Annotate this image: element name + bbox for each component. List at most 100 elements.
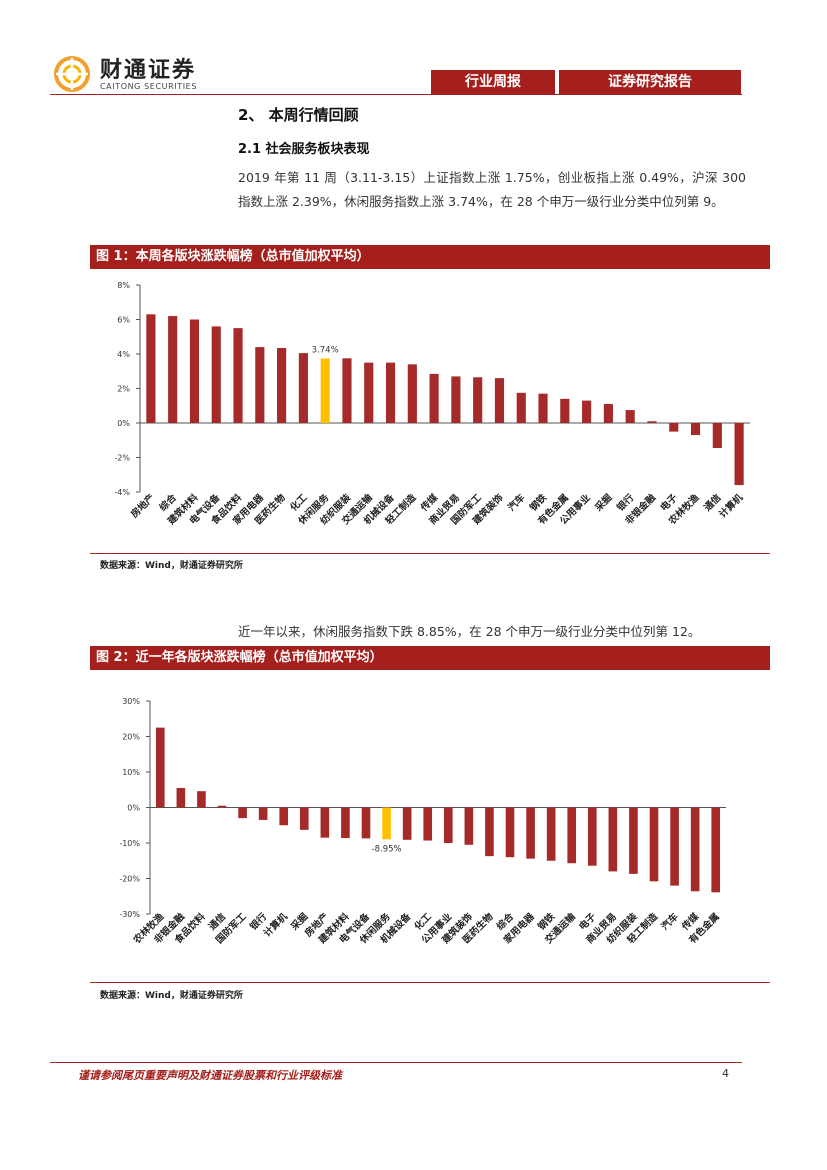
y-tick-label: 0% xyxy=(117,419,130,428)
bar xyxy=(526,807,535,859)
footer-disclaimer: 谨请参阅尾页重要声明及财通证券股票和行业评级标准 xyxy=(78,1069,342,1082)
figure1-title: 图 1：本周各版块涨跌幅榜（总市值加权平均） xyxy=(90,245,770,269)
y-tick-label: 20% xyxy=(122,733,140,742)
bar xyxy=(217,805,227,808)
bar xyxy=(320,358,330,423)
bar xyxy=(608,807,618,872)
x-tick-label: 汽车 xyxy=(505,491,527,513)
x-tick-label: 采掘 xyxy=(592,491,615,514)
y-tick-label: -4% xyxy=(114,488,130,497)
section-heading: 2、 本周行情回顾 xyxy=(238,106,359,124)
bar xyxy=(155,727,165,808)
y-tick-label: -2% xyxy=(114,454,130,463)
bar xyxy=(189,319,200,423)
x-tick-label: 计算机 xyxy=(261,910,290,939)
bar xyxy=(603,404,613,423)
bar xyxy=(711,807,721,893)
bar xyxy=(320,807,330,838)
bar xyxy=(625,410,635,423)
x-tick-label: 汽车 xyxy=(659,910,681,932)
y-tick-label: 2% xyxy=(117,385,130,394)
bar xyxy=(669,423,679,432)
bar xyxy=(647,421,657,423)
bar xyxy=(423,807,433,841)
bar xyxy=(364,362,374,423)
bar xyxy=(197,791,206,808)
y-tick-label: 8% xyxy=(117,281,130,290)
bar xyxy=(298,353,308,423)
bar xyxy=(258,807,268,820)
bar xyxy=(582,400,592,423)
y-tick-label: -20% xyxy=(119,875,140,884)
bar xyxy=(516,392,526,423)
bar xyxy=(505,807,515,858)
bar xyxy=(560,398,570,423)
bar xyxy=(712,423,722,449)
bar xyxy=(494,378,505,423)
bar xyxy=(649,807,659,882)
subsection-heading: 2.1 社会服务板块表现 xyxy=(238,142,370,157)
bar xyxy=(176,787,186,808)
y-tick-label: 10% xyxy=(122,768,140,777)
logo-english-name: CAITONG SECURITIES xyxy=(100,81,197,91)
caitong-logo-icon xyxy=(54,56,90,92)
bar xyxy=(233,328,243,423)
figure2-chart: -30%-20%-10%0%10%20%30%-8.95%农林牧渔非银金融食品饮… xyxy=(119,697,726,947)
y-tick-label: 4% xyxy=(117,350,130,359)
bar xyxy=(538,393,548,423)
y-tick-label: -10% xyxy=(119,839,140,848)
bar xyxy=(211,326,221,423)
bar xyxy=(690,423,701,436)
bar xyxy=(277,347,287,423)
bar xyxy=(451,376,461,423)
bar xyxy=(429,373,439,423)
bar xyxy=(567,807,577,864)
y-tick-label: 30% xyxy=(122,697,140,706)
figure1-source: 数据来源：Wind，财通证券研究所 xyxy=(100,561,243,571)
figure1-bottom-rule xyxy=(90,553,770,554)
bar xyxy=(341,807,350,839)
bar xyxy=(255,347,265,423)
y-tick-label: -30% xyxy=(119,910,140,919)
paragraph-weekly: 2019 年第 11 周（3.11-3.15）上证指数上涨 1.75%，创业板指… xyxy=(238,170,746,209)
bar xyxy=(690,807,700,892)
y-tick-label: 6% xyxy=(117,316,130,325)
bar xyxy=(279,807,289,826)
bar xyxy=(734,423,744,486)
logo-chinese-name: 财通证券 xyxy=(100,56,197,83)
highlight-data-label: 3.74% xyxy=(312,345,339,355)
x-tick-label: 计算机 xyxy=(717,491,746,520)
page-number: 4 xyxy=(722,1067,729,1080)
x-tick-label: 房地产 xyxy=(128,491,157,520)
report-category-tag: 证券研究报告 xyxy=(559,70,741,95)
paragraph-yearly: 近一年以来，休闲服务指数下跌 8.85%，在 28 个申万一级行业分类中位列第 … xyxy=(238,624,701,639)
header-divider xyxy=(50,94,742,95)
bar xyxy=(238,807,247,819)
bar xyxy=(342,358,352,423)
bar xyxy=(473,377,483,423)
bar xyxy=(485,807,494,857)
bar xyxy=(385,362,396,423)
bar xyxy=(382,807,391,840)
figure2-bottom-rule xyxy=(90,982,770,983)
bar xyxy=(587,807,597,866)
figure2-title: 图 2：近一年各版块涨跌幅榜（总市值加权平均） xyxy=(90,646,770,670)
bar xyxy=(361,807,371,839)
bar xyxy=(407,364,417,423)
y-tick-label: 0% xyxy=(127,804,140,813)
bar xyxy=(299,807,309,830)
company-logo: 财通证券 CAITONG SECURITIES xyxy=(50,55,197,93)
report-type-tag: 行业周报 xyxy=(431,70,555,95)
bar xyxy=(546,807,556,861)
figure2-source: 数据来源：Wind，财通证券研究所 xyxy=(100,991,243,1001)
bar xyxy=(464,807,474,845)
bar xyxy=(629,807,638,874)
figure1-chart: -4%-2%0%2%4%6%8%3.74%房地产 综合建筑材料电气设备食品饮料家用… xyxy=(114,281,750,528)
bar xyxy=(443,807,453,843)
bar xyxy=(670,807,679,886)
bar xyxy=(168,316,178,423)
bar xyxy=(402,807,412,840)
highlight-data-label: -8.95% xyxy=(372,844,402,854)
bar xyxy=(146,314,156,423)
footer-divider xyxy=(50,1062,742,1063)
